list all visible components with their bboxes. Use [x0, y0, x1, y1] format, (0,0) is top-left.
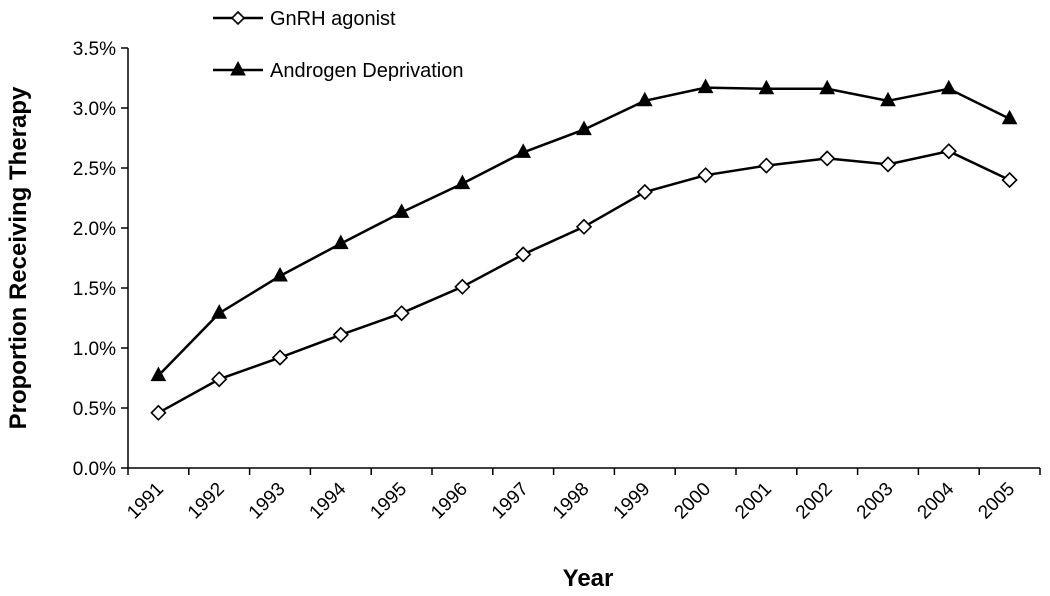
y-tick-label: 2.0%	[73, 219, 116, 240]
data-point-gnrh-agonist	[636, 183, 653, 201]
x-tick-label: 1997	[488, 479, 533, 524]
data-point-androgen-deprivation	[636, 91, 653, 107]
legend-label-androgen-deprivation: Androgen Deprivation	[270, 60, 463, 82]
y-tick-label: 3.5%	[73, 39, 116, 60]
data-point-androgen-deprivation	[332, 234, 349, 250]
series-gnrh-agonist	[150, 143, 1018, 421]
data-point-androgen-deprivation	[150, 366, 167, 382]
x-axis-ticks: 1991 1992 1993 1994 1995 1996 1997 1998 1999 2000…	[123, 468, 1041, 524]
y-tick-label: 1.5%	[73, 279, 116, 300]
data-point-androgen-deprivation	[393, 203, 410, 218]
y-tick-label: 2.5%	[73, 159, 116, 180]
data-point-gnrh-agonist	[393, 305, 410, 322]
data-point-gnrh-agonist	[211, 371, 228, 388]
x-tick-label: 1993	[245, 479, 290, 524]
x-axis-title: Year	[563, 565, 614, 592]
x-tick-label: 2004	[914, 478, 959, 523]
legend-item-androgen-deprivation: Androgen Deprivation	[213, 60, 463, 82]
y-axis-ticks: 0.0% 0.5% 1.0% 1.5% 2.0% 2.5% 3.0% 3.5%	[73, 39, 128, 480]
y-tick-label: 0.5%	[73, 399, 116, 420]
x-tick-label: 1999	[610, 479, 655, 524]
data-point-gnrh-agonist	[454, 278, 471, 295]
data-point-gnrh-agonist	[332, 326, 349, 343]
data-point-gnrh-agonist	[575, 218, 593, 235]
series-line-gnrh-agonist	[157, 149, 1011, 414]
data-point-androgen-deprivation	[1001, 109, 1018, 125]
chart-series	[150, 78, 1018, 421]
data-point-gnrh-agonist	[150, 404, 167, 421]
data-point-androgen-deprivation	[454, 174, 471, 190]
x-tick-label: 1996	[427, 479, 472, 524]
series-androgen-deprivation	[150, 78, 1018, 382]
chart-axes	[127, 48, 1040, 469]
x-tick-label: 2000	[670, 479, 715, 524]
x-tick-label: 1992	[184, 479, 229, 524]
data-point-androgen-deprivation	[758, 79, 775, 95]
data-point-gnrh-agonist	[940, 143, 957, 160]
data-point-androgen-deprivation	[272, 266, 288, 282]
data-point-gnrh-agonist	[515, 246, 532, 263]
legend-label-gnrh-agonist: GnRH agonist	[270, 8, 396, 30]
x-tick-label: 1994	[306, 478, 351, 523]
data-point-androgen-deprivation	[211, 304, 228, 319]
x-tick-label: 2005	[974, 479, 1019, 524]
x-tick-label: 1995	[366, 479, 411, 524]
y-axis-title: Proportion Receiving Therapy	[5, 86, 32, 429]
legend-marker-gnrh-agonist	[230, 10, 246, 26]
data-point-gnrh-agonist	[271, 349, 289, 366]
data-point-gnrh-agonist	[819, 150, 836, 167]
y-tick-label: 0.0%	[73, 459, 116, 480]
data-point-androgen-deprivation	[697, 78, 714, 94]
legend-item-gnrh-agonist: GnRH agonist	[213, 8, 396, 30]
data-point-gnrh-agonist	[697, 167, 714, 184]
data-point-androgen-deprivation	[819, 79, 836, 95]
x-tick-label: 1991	[123, 479, 168, 524]
legend-marker-androgen-deprivation	[230, 60, 246, 76]
data-point-gnrh-agonist	[1001, 171, 1018, 189]
data-point-androgen-deprivation	[940, 79, 957, 95]
y-tick-label: 1.0%	[73, 339, 116, 360]
data-point-androgen-deprivation	[576, 120, 592, 136]
data-point-gnrh-agonist	[879, 156, 897, 173]
x-tick-label: 2002	[792, 479, 837, 524]
x-tick-label: 1998	[549, 479, 594, 524]
data-point-androgen-deprivation	[515, 143, 532, 158]
y-tick-label: 3.0%	[73, 99, 116, 120]
data-point-androgen-deprivation	[880, 91, 896, 107]
data-point-gnrh-agonist	[758, 157, 775, 174]
x-tick-label: 2003	[853, 479, 898, 524]
x-tick-label: 2001	[731, 479, 776, 524]
chart-legend: GnRH agonist Androgen Deprivation	[213, 8, 463, 82]
